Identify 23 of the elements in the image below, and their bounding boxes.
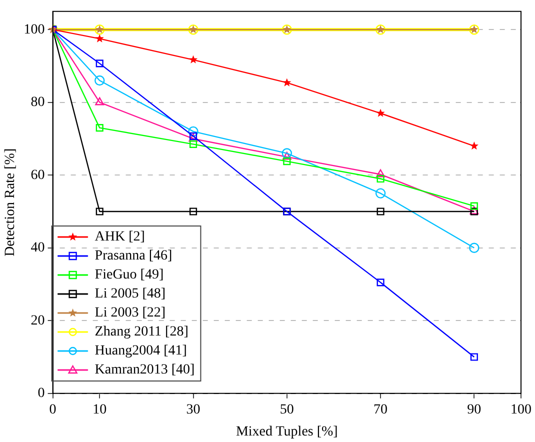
legend-label: Prasanna [46]: [94, 248, 172, 264]
legend-label: Huang2004 [41]: [94, 344, 187, 359]
x-tick-label: 30: [186, 402, 200, 418]
y-tick-label: 100: [24, 22, 45, 38]
x-tick-label: 0: [49, 402, 56, 418]
y-tick-label: 0: [38, 386, 45, 402]
x-tick-label: 90: [467, 402, 482, 418]
x-tick-label: 10: [92, 402, 107, 418]
y-axis-title: Detection Rate [%]: [3, 148, 18, 256]
y-tick-label: 60: [30, 168, 45, 183]
legend-label: AHK [2]: [94, 230, 145, 245]
y-tick-label: 40: [30, 240, 45, 256]
legend-label: Zhang 2011 [28]: [94, 324, 188, 340]
x-axis-title: Mixed Tuples [%]: [236, 424, 338, 440]
y-tick-label: 20: [30, 313, 45, 328]
y-tick-label: 80: [30, 95, 45, 110]
x-tick-label: 50: [280, 402, 294, 418]
legend-label: Kamran2013 [40]: [94, 362, 195, 378]
legend-label: Li 2005 [48]: [94, 286, 166, 302]
x-tick-label: 70: [374, 402, 388, 418]
legend-label: Li 2003 [22]: [94, 306, 166, 321]
legend-label: FieGuo [49]: [94, 268, 164, 283]
x-tick-label: 100: [510, 402, 532, 418]
